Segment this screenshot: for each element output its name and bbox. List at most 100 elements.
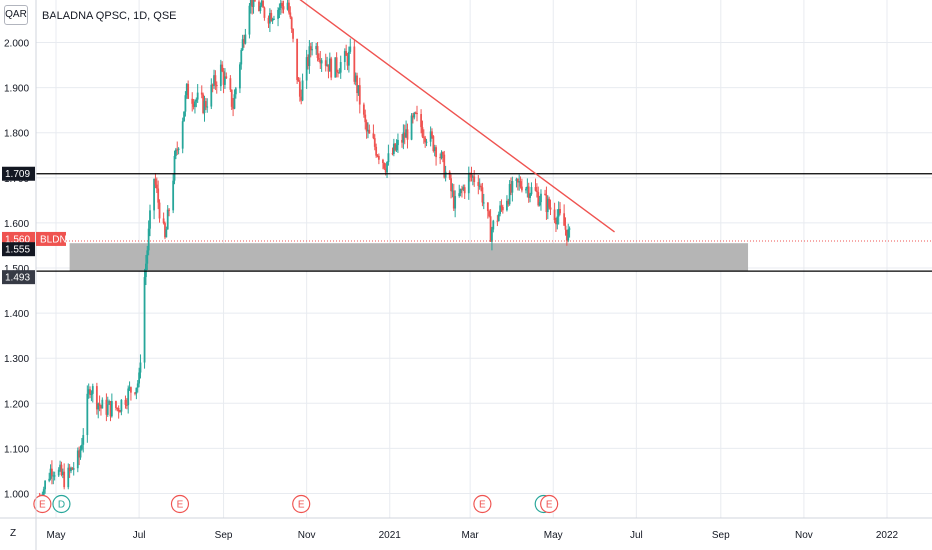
- candle-body: [559, 208, 561, 214]
- candle-body: [232, 106, 234, 109]
- candle-body: [367, 129, 369, 132]
- candle-body: [172, 180, 175, 211]
- candle-body: [324, 60, 327, 66]
- candle-body: [130, 387, 132, 393]
- candle-body: [194, 101, 196, 107]
- candle-body: [318, 58, 320, 60]
- candle-body: [553, 209, 556, 221]
- candle-body: [155, 184, 158, 189]
- candle-body: [402, 132, 405, 143]
- candle-body: [184, 95, 187, 112]
- candle-body: [185, 83, 188, 96]
- candle-body: [328, 58, 331, 72]
- candle-body: [384, 168, 387, 173]
- candle-body: [401, 139, 403, 143]
- candle-body: [44, 480, 47, 490]
- candle-body: [260, 0, 263, 6]
- candle-body: [42, 489, 45, 500]
- candle-body: [219, 64, 222, 87]
- candle-body: [292, 28, 294, 39]
- candle-body: [515, 178, 518, 182]
- candle-body: [482, 202, 485, 204]
- candle-body: [538, 202, 541, 206]
- candle-body: [510, 184, 512, 193]
- symbol-label-text: BLDN: [40, 234, 67, 245]
- candle-body: [343, 51, 346, 63]
- candle-body: [424, 137, 427, 143]
- candle-body: [311, 49, 314, 51]
- candle-body: [240, 50, 243, 65]
- x-tick-label: May: [544, 530, 563, 541]
- candle-body: [501, 206, 504, 211]
- candle-body: [89, 389, 91, 395]
- candle-body: [249, 0, 252, 6]
- y-tick-label: 1.300: [4, 354, 29, 365]
- candle-body: [386, 162, 388, 173]
- candle-body: [549, 207, 552, 210]
- candle-body: [57, 469, 60, 476]
- candle-body: [440, 152, 443, 159]
- candles: [38, 0, 571, 507]
- price-labels: 1.709 1.560 BLDN 1.555 1.493: [2, 166, 67, 285]
- candle-body: [271, 19, 274, 22]
- event-marker-label: E: [546, 500, 553, 511]
- candle-body: [462, 187, 465, 190]
- candle-body: [459, 188, 462, 194]
- candle-body: [139, 362, 142, 373]
- candle-body: [346, 55, 349, 66]
- scale-toggle-button[interactable]: Z: [10, 528, 17, 539]
- support-zone-rect: [69, 243, 749, 272]
- candle-body: [286, 2, 289, 10]
- candle-body: [412, 115, 414, 118]
- candle-body: [431, 131, 433, 137]
- candle-body: [270, 12, 273, 22]
- candle-body: [289, 12, 292, 18]
- candle-body: [210, 84, 213, 107]
- candle-body: [358, 85, 361, 105]
- event-marker-circle: [52, 494, 71, 514]
- candle-body: [203, 101, 206, 113]
- candle-body: [86, 393, 89, 436]
- candle-body: [281, 2, 284, 7]
- y-tick-label: 1.500: [4, 264, 29, 275]
- candle-body: [420, 114, 422, 128]
- candle-body: [221, 64, 224, 72]
- candle-body: [338, 72, 341, 74]
- currency-badge[interactable]: QAR: [4, 5, 28, 25]
- candle-body: [527, 186, 530, 198]
- candle-body: [372, 133, 375, 139]
- candle-body: [548, 198, 551, 208]
- candle-body: [373, 138, 376, 147]
- candle-body: [267, 17, 270, 24]
- candle-body: [508, 184, 511, 205]
- candle-body: [383, 163, 386, 169]
- event-marker-circle: [170, 494, 190, 514]
- candle-body: [556, 216, 559, 225]
- candle-body: [345, 51, 348, 56]
- candle-body: [458, 193, 461, 197]
- candle-body: [530, 187, 533, 195]
- candle-body: [334, 57, 337, 78]
- candle-body: [481, 187, 484, 203]
- candle-body: [253, 0, 256, 2]
- price-label-text: 1.555: [5, 245, 30, 256]
- candle-body: [109, 401, 112, 417]
- candle-body: [563, 213, 566, 226]
- candle-body: [146, 250, 149, 264]
- candle-body: [511, 181, 514, 193]
- candle-body: [106, 404, 109, 415]
- candle-body: [362, 104, 365, 115]
- candle-body: [233, 94, 236, 109]
- candle-body: [278, 8, 281, 10]
- candle-body: [248, 5, 251, 35]
- candle-body: [97, 403, 100, 410]
- candle-body: [195, 99, 198, 102]
- candle-body: [110, 401, 113, 417]
- candle-body: [308, 46, 311, 67]
- candle-body: [410, 115, 413, 140]
- y-tick-label: 2.000: [4, 39, 29, 50]
- candle-body: [239, 64, 241, 89]
- candle-body: [425, 141, 428, 143]
- candle-body: [450, 178, 452, 192]
